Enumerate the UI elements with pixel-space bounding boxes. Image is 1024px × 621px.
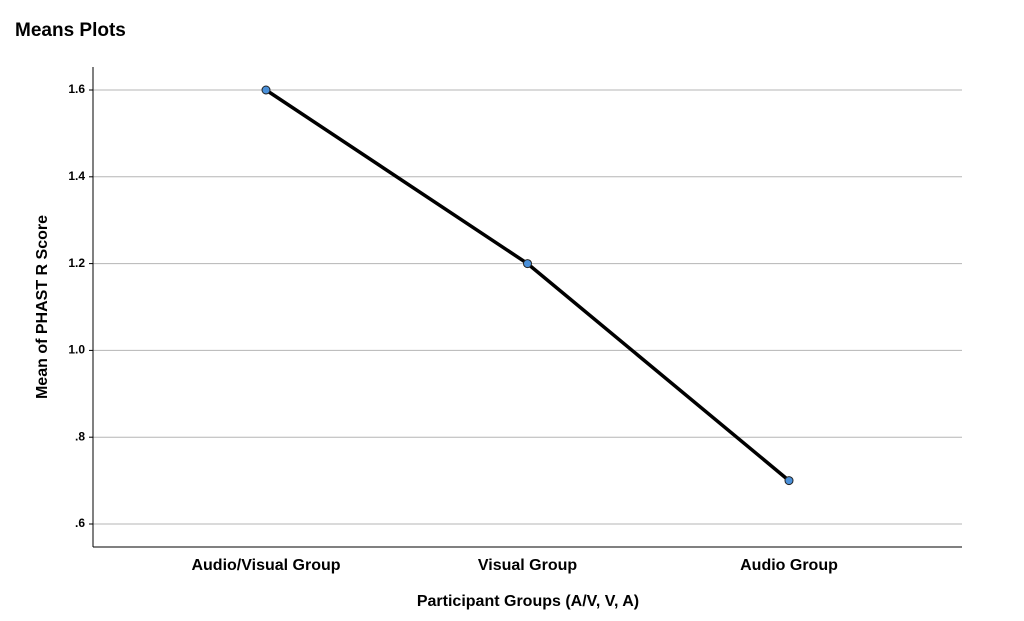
y-tick-label: 1.2 [68,256,85,270]
data-point [523,259,532,269]
y-tick-label: .8 [75,429,85,443]
x-axis-title: Participant Groups (A/V, V, A) [417,593,639,610]
y-tick-label: .6 [75,516,85,530]
x-tick-label: Visual Group [478,557,578,574]
data-point [784,476,794,486]
y-tick-label: 1.6 [68,82,85,96]
y-axis-title: Mean of PHAST R Score [34,215,51,399]
x-tick-label: Audio Group [740,557,838,574]
y-tick-label: 1.4 [68,169,85,183]
x-tick-label: Audio/Visual Group [191,557,340,574]
y-tick-label: 1.0 [68,343,85,357]
chart-title: Means Plots [15,20,126,41]
series-line [265,88,791,482]
data-point [261,85,271,95]
